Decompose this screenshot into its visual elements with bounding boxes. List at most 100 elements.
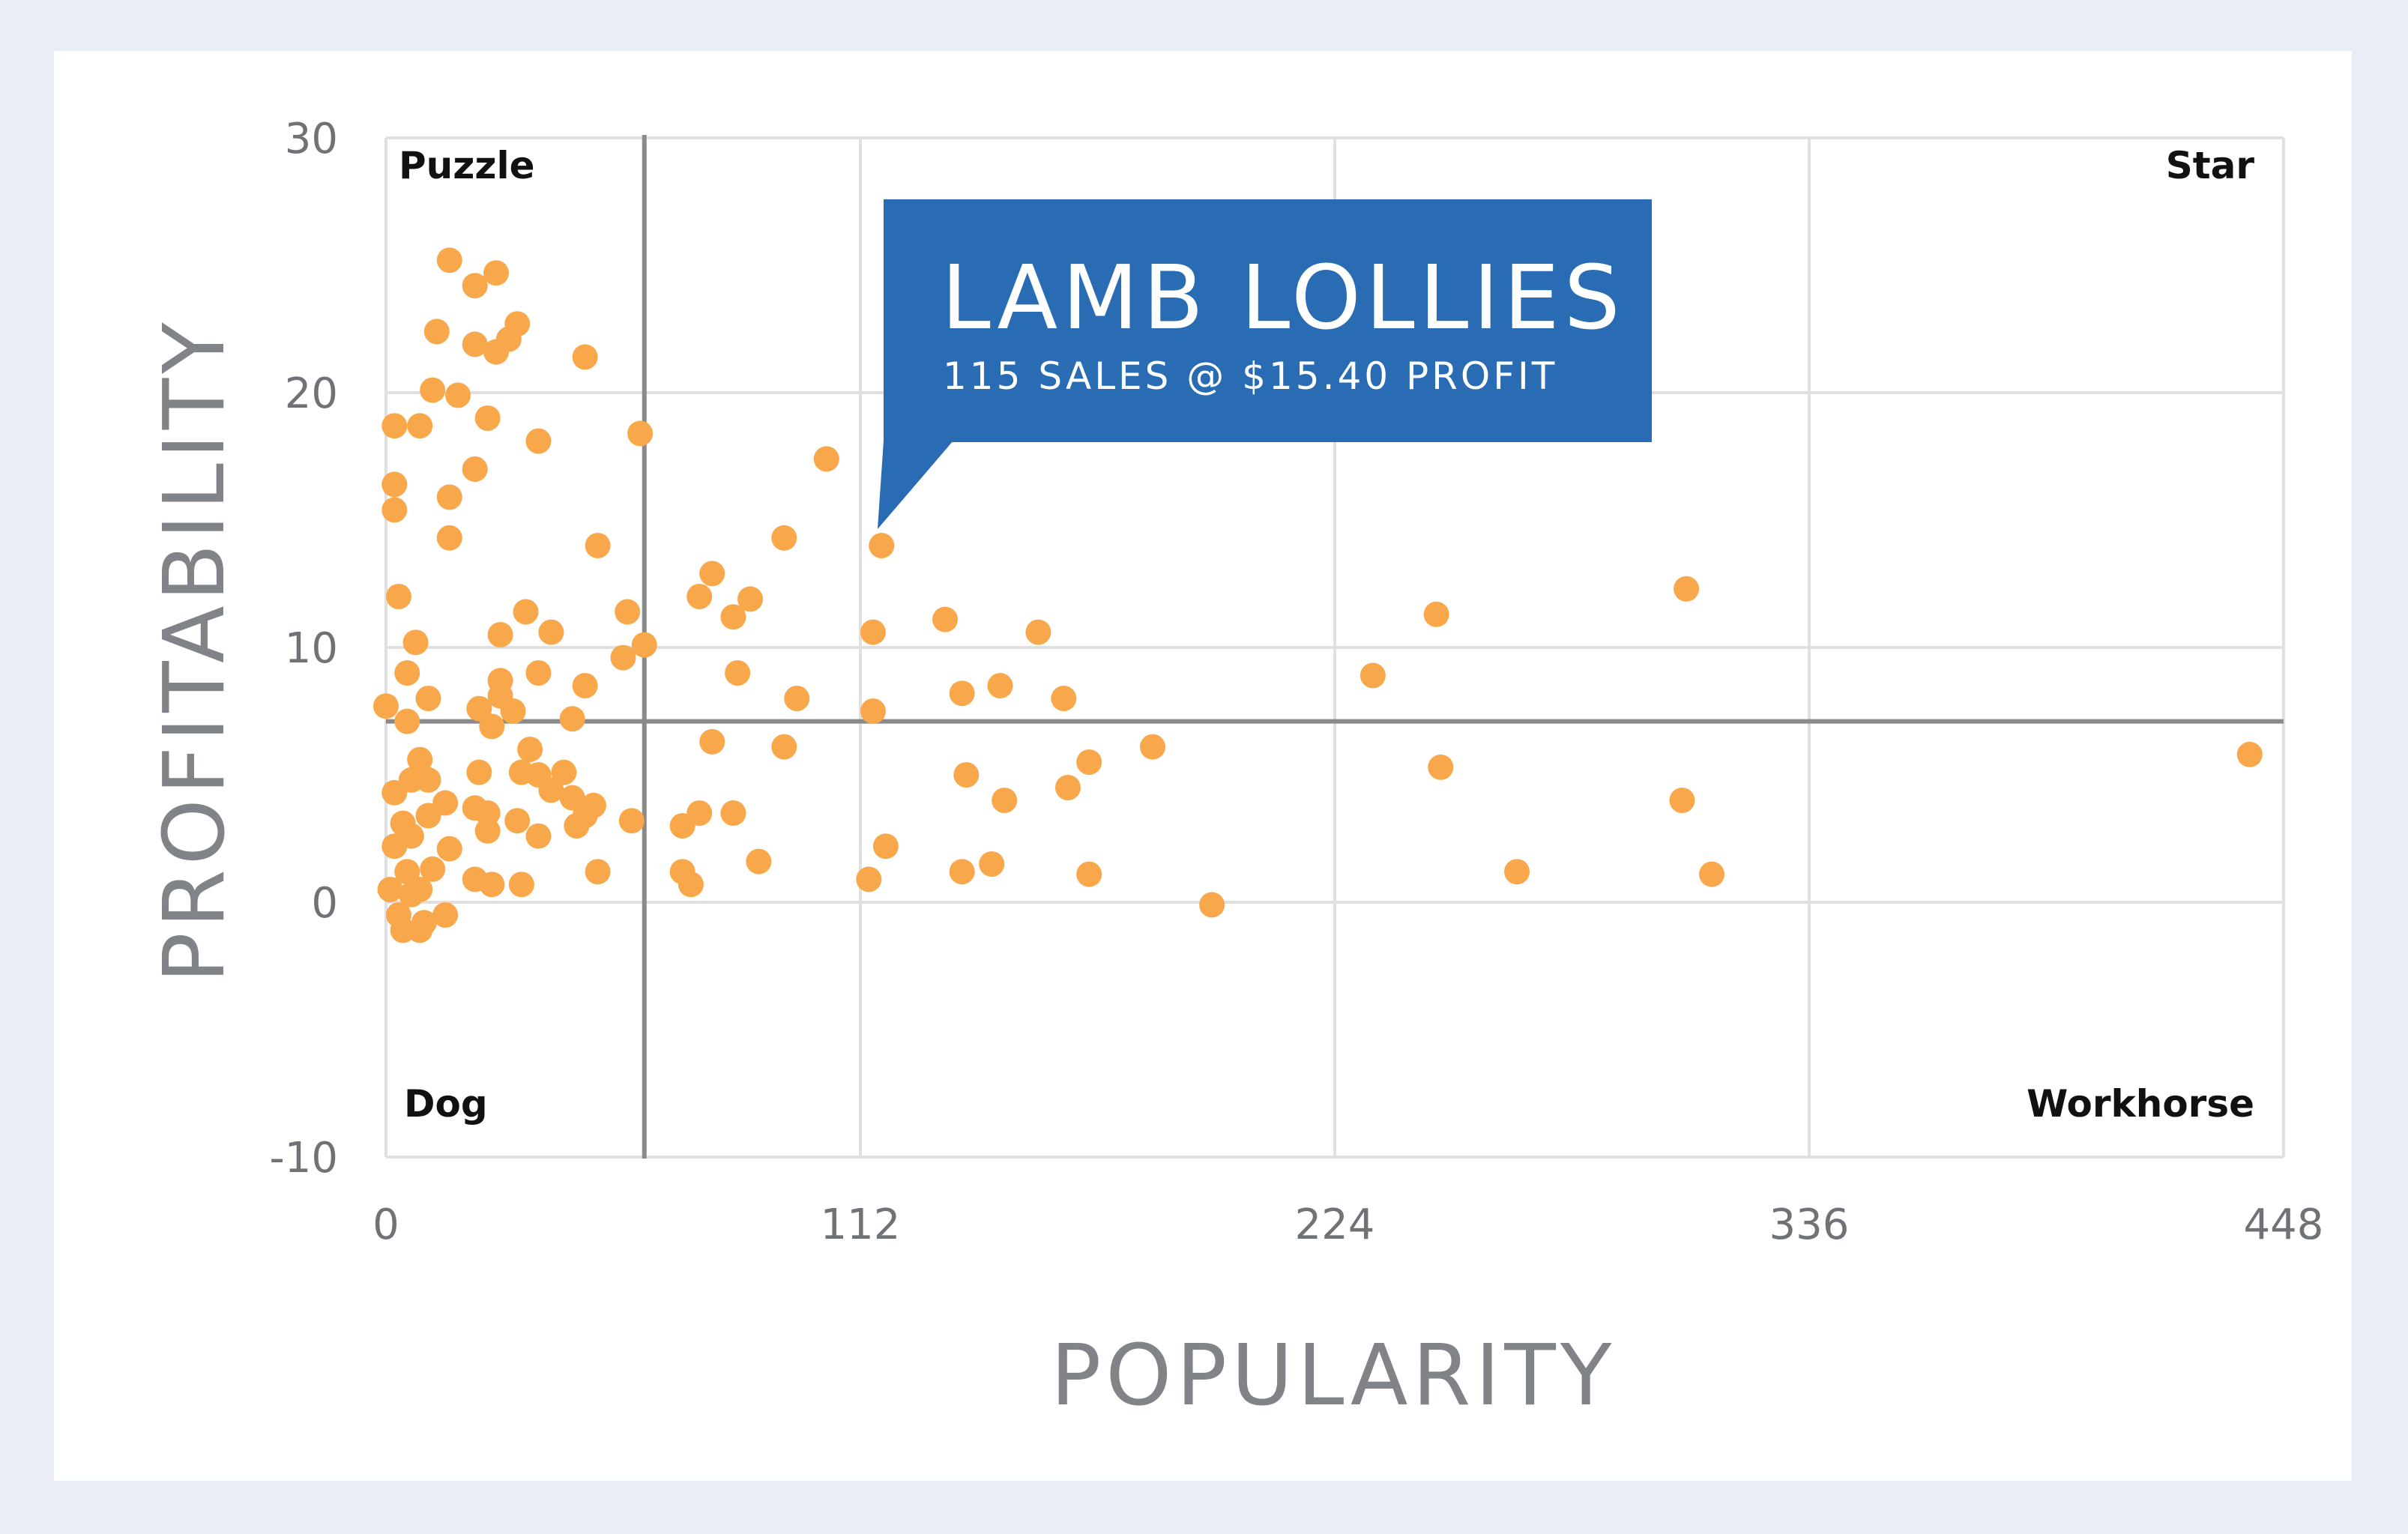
- x-axis-title: POPULARITY: [1051, 1327, 1616, 1425]
- data-point: [415, 686, 441, 711]
- callout-box: [884, 199, 1652, 442]
- data-point: [987, 673, 1013, 698]
- y-tick-label: 10: [285, 624, 338, 673]
- data-point: [856, 866, 882, 893]
- data-point: [474, 800, 501, 826]
- data-point: [720, 800, 746, 826]
- callout: LAMB LOLLIES 115 SALES @ $15.40 PROFIT: [877, 199, 1652, 529]
- callout-title: LAMB LOLLIES: [941, 246, 1625, 349]
- data-point: [572, 673, 598, 698]
- data-point: [398, 881, 424, 908]
- data-point: [869, 533, 895, 558]
- data-point: [585, 533, 611, 558]
- data-point: [1669, 788, 1695, 813]
- data-points: [373, 247, 2263, 943]
- x-tick-label: 336: [1769, 1201, 1850, 1249]
- data-point: [953, 762, 980, 788]
- data-point: [1025, 619, 1051, 645]
- data-point: [394, 859, 420, 885]
- data-point: [1360, 662, 1386, 689]
- data-point: [420, 377, 446, 403]
- data-point: [538, 777, 564, 803]
- data-point: [725, 660, 751, 686]
- data-point: [678, 872, 704, 898]
- data-point: [436, 836, 462, 862]
- data-point: [525, 823, 552, 849]
- data-point: [423, 318, 450, 345]
- quadrant-label-star: Star: [2166, 144, 2255, 187]
- data-point: [559, 706, 585, 732]
- x-tick-label: 448: [2244, 1201, 2324, 1249]
- data-point: [618, 808, 645, 834]
- data-point: [1076, 749, 1102, 775]
- data-point: [1674, 576, 1700, 602]
- y-tick-label: -10: [270, 1134, 338, 1183]
- data-point: [466, 759, 492, 785]
- data-point: [932, 606, 959, 632]
- data-point: [415, 767, 441, 793]
- data-point: [1051, 686, 1077, 711]
- data-point: [479, 713, 505, 740]
- data-point: [737, 586, 764, 612]
- data-point: [436, 484, 462, 510]
- data-point: [813, 446, 839, 472]
- y-tick-label: 20: [285, 369, 338, 418]
- data-point: [538, 619, 564, 645]
- data-point: [746, 848, 772, 875]
- data-point: [860, 619, 886, 645]
- data-point: [462, 273, 488, 299]
- quadrant-label-dog: Dog: [404, 1082, 488, 1126]
- data-point: [373, 693, 399, 719]
- data-point: [1428, 754, 1454, 780]
- data-point: [436, 247, 462, 274]
- data-point: [1423, 601, 1449, 627]
- data-point: [445, 382, 471, 408]
- callout-subtitle: 115 SALES @ $15.40 PROFIT: [943, 354, 1557, 398]
- data-point: [407, 917, 433, 943]
- data-point: [525, 428, 552, 454]
- data-point: [1054, 775, 1081, 800]
- quadrant-label-puzzle: Puzzle: [399, 144, 535, 187]
- data-point: [517, 737, 543, 762]
- x-tick-label: 224: [1295, 1201, 1375, 1249]
- data-point: [979, 851, 1005, 877]
- data-point: [699, 728, 725, 755]
- data-point: [483, 339, 509, 365]
- data-point: [381, 833, 408, 860]
- data-point: [1504, 859, 1530, 885]
- data-point: [771, 525, 797, 551]
- data-point: [2236, 741, 2263, 767]
- data-point: [551, 759, 577, 785]
- data-point: [860, 698, 886, 724]
- data-point: [771, 734, 797, 760]
- data-point: [415, 803, 441, 829]
- y-axis-title: PROFITABILITY: [146, 318, 244, 982]
- data-point: [687, 584, 713, 609]
- data-point: [1076, 861, 1102, 887]
- data-point: [432, 902, 459, 928]
- data-point: [479, 872, 505, 898]
- data-point: [500, 698, 526, 724]
- data-point: [513, 599, 539, 625]
- data-point: [483, 260, 509, 286]
- data-point: [420, 856, 446, 882]
- data-point: [462, 456, 488, 482]
- data-point: [474, 405, 501, 431]
- data-point: [949, 680, 975, 707]
- chart-card: 0 112 224 336 448 30 20 10 0 -10 Puzzle Star Dog …: [54, 51, 2352, 1481]
- data-point: [610, 644, 636, 671]
- data-point: [377, 877, 403, 902]
- data-point: [394, 708, 420, 734]
- x-tick-label: 112: [821, 1201, 901, 1249]
- data-point: [487, 622, 513, 647]
- data-point: [784, 686, 810, 711]
- data-point: [462, 331, 488, 357]
- x-tick-label: 0: [372, 1201, 399, 1249]
- data-point: [615, 599, 641, 625]
- axis-ticks: 0 112 224 336 448 30 20 10 0 -10: [270, 115, 2324, 1249]
- data-point: [402, 629, 429, 656]
- data-point: [699, 561, 725, 587]
- data-point: [1199, 892, 1225, 918]
